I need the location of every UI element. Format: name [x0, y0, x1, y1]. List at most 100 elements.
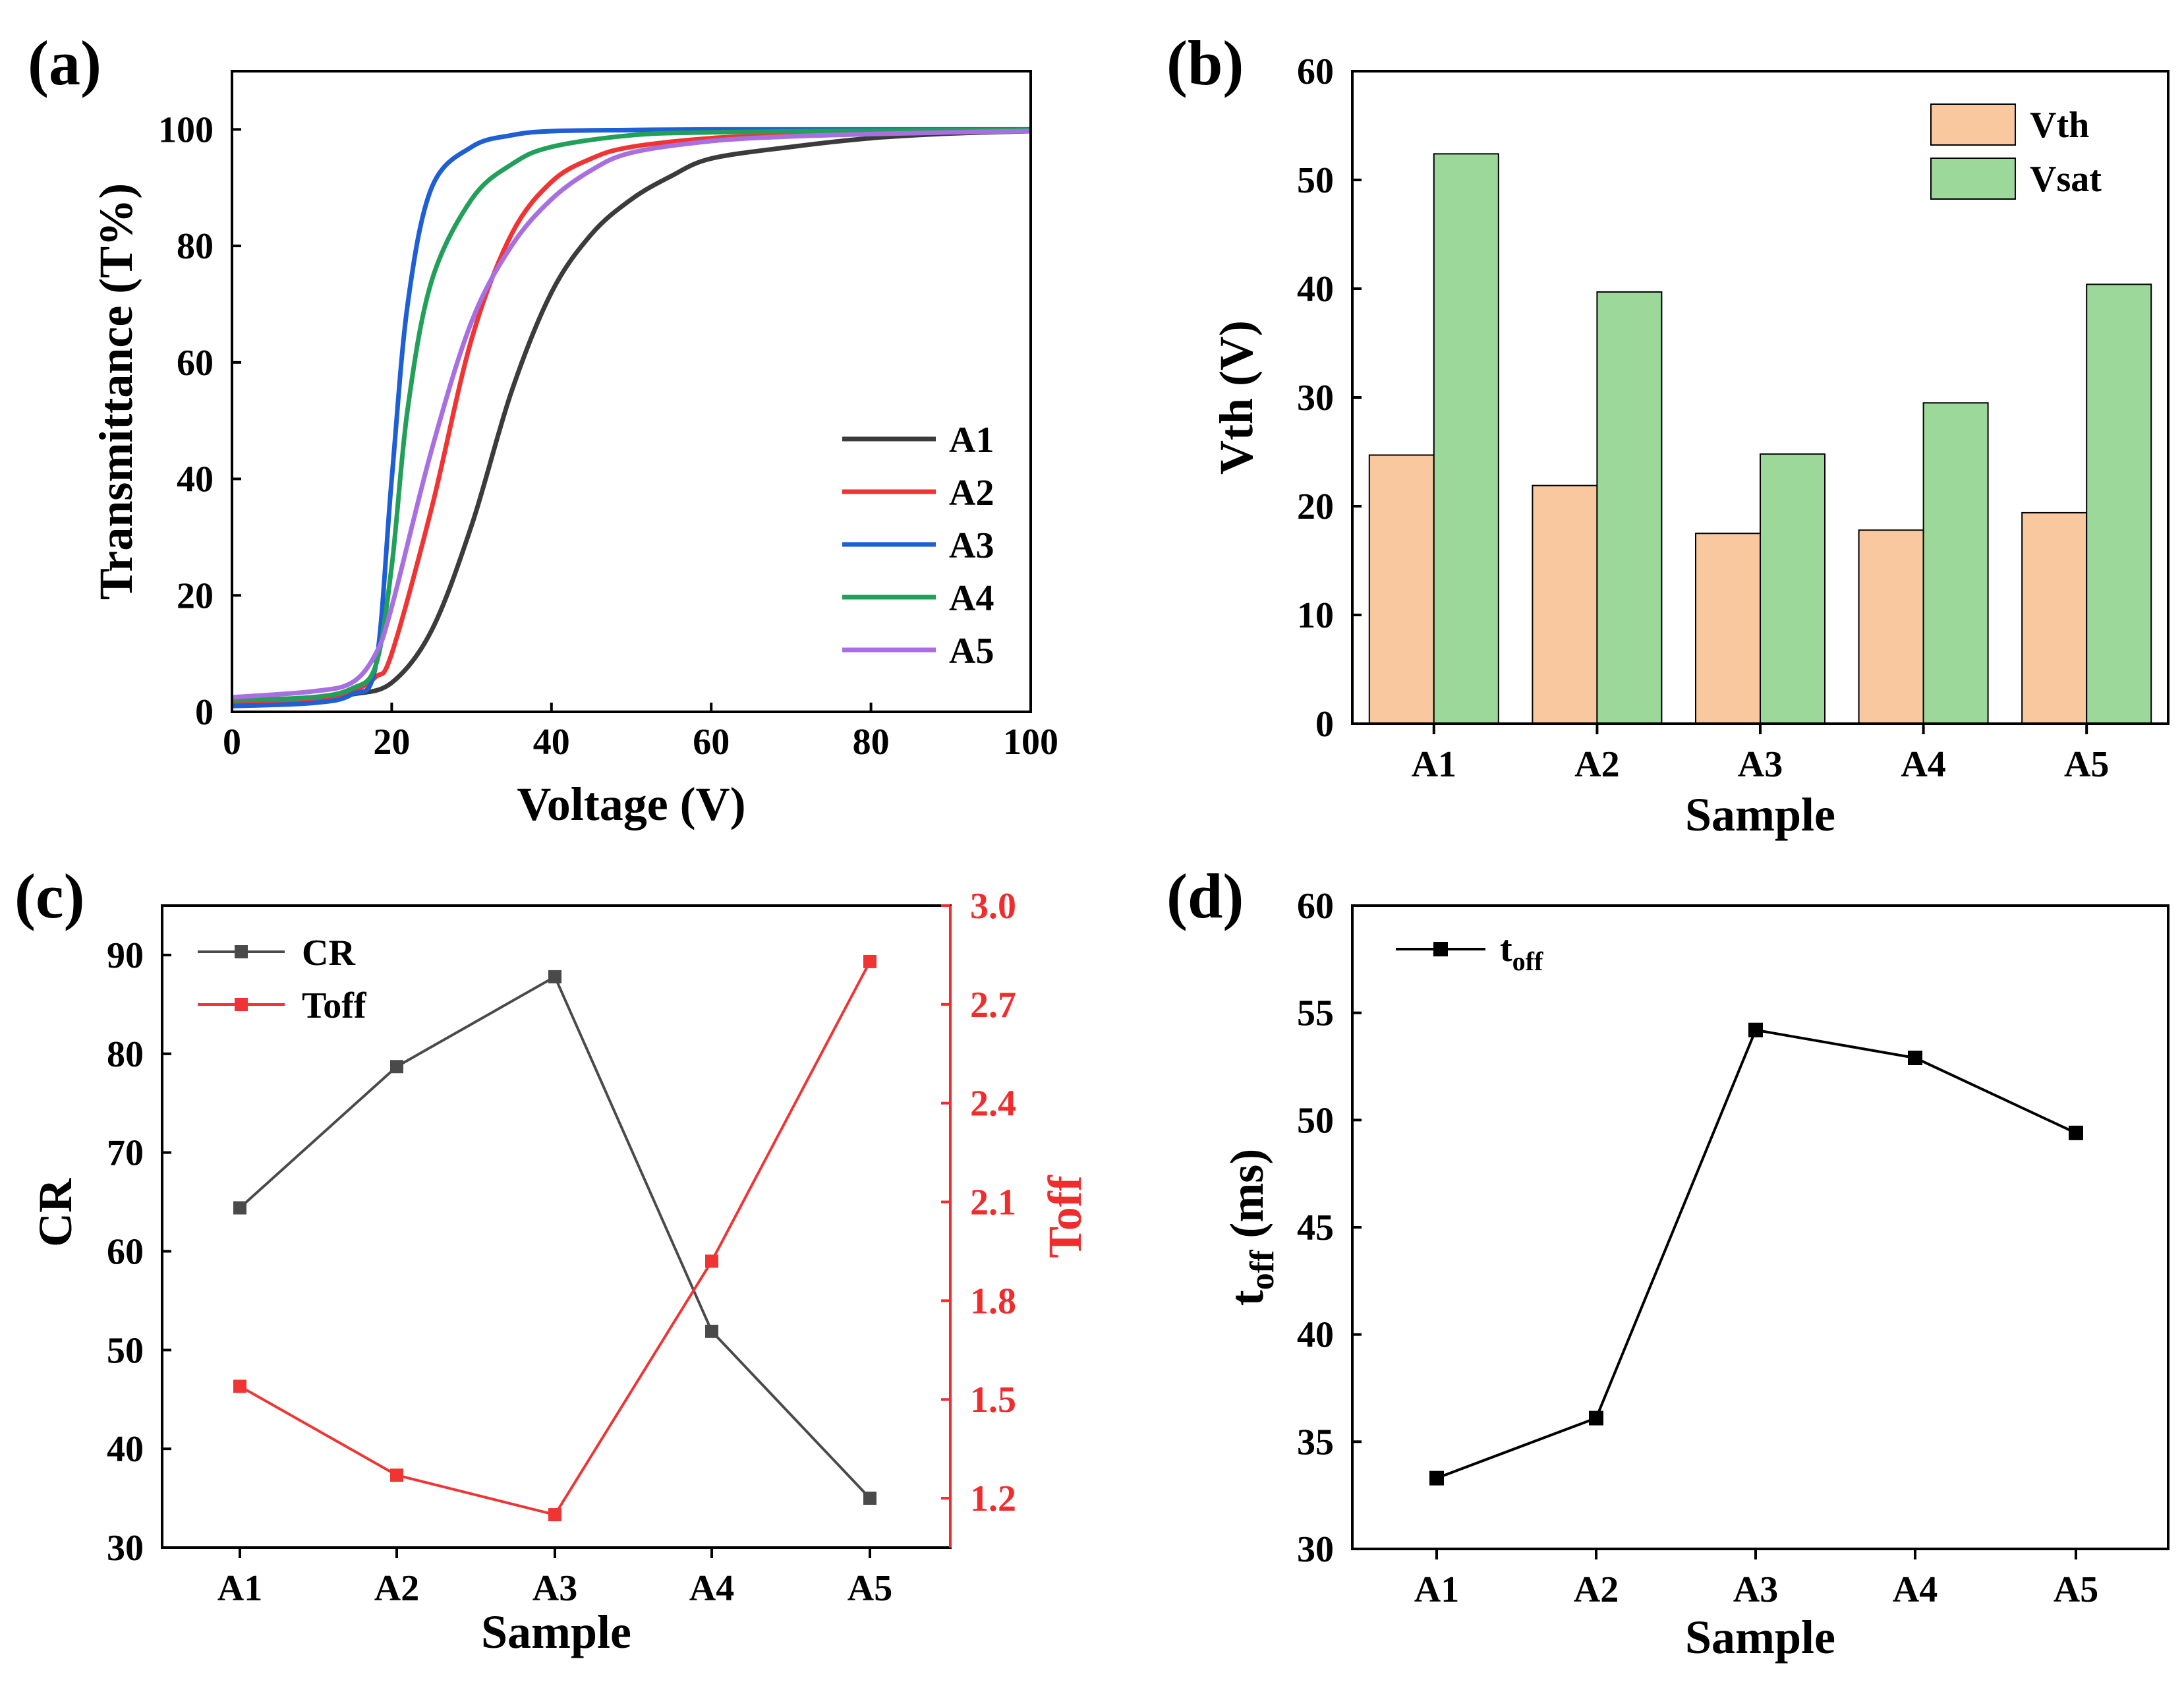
panel-c-label: (c) [14, 861, 85, 931]
panel-c-y-tick-label: 80 [107, 1034, 144, 1075]
panel-c-y2-tick-label: 3.0 [970, 886, 1016, 927]
legend-marker-Toff [235, 998, 248, 1011]
panel-a-x-tick-label: 100 [1003, 722, 1058, 763]
series-line-A4 [231, 127, 1031, 703]
panel-c-x-tick-label: A2 [374, 1568, 419, 1609]
panel-a-y-tick-label: 40 [177, 459, 214, 500]
legend-marker-CR [235, 945, 248, 958]
panel-b-x-tick-label: A1 [1412, 744, 1456, 785]
panel-c-y2-axis-label: Toff [1039, 1175, 1091, 1258]
panel-d-x-tick-label: A4 [1893, 1569, 1938, 1610]
point-toff-A5 [2069, 1125, 2083, 1140]
panel-d-x-tick-label: A2 [1574, 1569, 1619, 1610]
panel-a-y-tick-label: 100 [158, 109, 214, 150]
panel-d-x-axis-label: Sample [1685, 1611, 1835, 1664]
panel-a-frame [231, 70, 1032, 713]
panel-b-y-tick-label: 40 [1297, 269, 1334, 310]
legend-label-Vth: Vth [2030, 105, 2089, 146]
panel-c-y2-tick-label: 1.2 [970, 1478, 1016, 1519]
series-line-A3 [231, 127, 1031, 709]
bar-Vth-A3 [1695, 533, 1761, 724]
panel-c-y-tick-label: 70 [107, 1133, 144, 1174]
bar-Vsat-A1 [1433, 153, 1499, 724]
bar-Vsat-A5 [2086, 283, 2152, 724]
panel-c-y-tick-label: 50 [107, 1330, 144, 1371]
panel-c-y-tick-label: 60 [107, 1231, 144, 1272]
panel-c-x-tick-label: A3 [532, 1568, 577, 1609]
legend-label-CR: CR [302, 933, 355, 974]
panel-a-x-tick-label: 40 [533, 722, 570, 763]
panel-b-y-tick-label: 30 [1297, 378, 1334, 419]
panel-b-y-tick-label: 10 [1297, 595, 1334, 636]
panel-b-x-axis-label: Sample [1685, 788, 1835, 841]
panel-b-chart: (b) 0 10 20 30 40 50 60 A1 A2 A3 A4 A5 Vth Vsat Samp… [1166, 28, 2170, 841]
point-toff-A3 [1748, 1022, 1763, 1037]
legend-label-toff: toff [1500, 929, 1543, 976]
panel-d-x-tick-label: A1 [1414, 1569, 1459, 1610]
point-Toff-A5 [863, 954, 876, 968]
panel-a-x-tick-label: 0 [223, 722, 241, 763]
panel-c-y2-tick-label: 2.4 [970, 1084, 1016, 1124]
panel-c-y2-tick-label: 2.1 [970, 1182, 1016, 1223]
panel-d-y-tick-label: 35 [1297, 1422, 1334, 1463]
panel-c-y-tick-label: 30 [107, 1528, 144, 1569]
legend-marker-toff [1433, 942, 1448, 956]
point-Toff-A3 [548, 1508, 561, 1522]
bar-Vth-A4 [1858, 529, 1924, 724]
bar-Vsat-A3 [1760, 453, 1825, 724]
panel-a-x-tick-label: 20 [373, 722, 410, 763]
series-line-A1 [231, 129, 1031, 706]
panel-a-x-axis-label: Voltage (V) [517, 778, 745, 830]
panel-c-x-axis-label: Sample [481, 1606, 631, 1658]
legend-label-A1: A1 [949, 420, 994, 461]
panel-c-y-tick-label: 90 [107, 935, 144, 976]
panel-d-y-axis-label: toff (ms) [1221, 1149, 1281, 1306]
series-line-A5 [231, 129, 1031, 700]
point-Toff-A1 [233, 1380, 246, 1393]
panel-b-y-tick-label: 50 [1297, 160, 1334, 201]
panel-d-y-tick-label: 55 [1297, 993, 1334, 1034]
panel-c-y-axis-label: CR [29, 1178, 82, 1247]
panel-c-x-tick-label: A1 [217, 1568, 262, 1609]
point-Toff-A4 [705, 1254, 718, 1268]
panel-a-y-tick-label: 20 [177, 575, 214, 616]
point-CR-A1 [233, 1201, 246, 1215]
panel-c-x-tick-label: A4 [689, 1568, 734, 1609]
legend-label-A3: A3 [949, 525, 994, 566]
panel-b-label: (b) [1166, 28, 1244, 98]
panel-d-x-tick-label: A3 [1733, 1569, 1778, 1610]
panel-b-y-tick-label: 60 [1297, 51, 1334, 92]
panel-d-y-tick-label: 45 [1297, 1208, 1334, 1248]
panel-a-y-axis-label: Transmittance (T%) [90, 183, 142, 600]
legend-swatch-Vth [1930, 103, 2016, 146]
legend-label-Toff: Toff [302, 985, 367, 1026]
point-toff-A2 [1589, 1411, 1603, 1426]
panel-d-chart: (d) 30 35 40 45 50 55 60 A1 A2 A3 A4 A5 toff Sample… [1166, 861, 2170, 1664]
panel-a-y-tick-label: 80 [177, 226, 214, 267]
point-toff-A4 [1908, 1050, 1922, 1065]
panel-a-label: (a) [28, 28, 101, 98]
panel-a-y-tick-label: 0 [195, 692, 214, 733]
panel-b-x-tick-label: A5 [2064, 744, 2109, 785]
point-CR-A3 [548, 970, 561, 983]
panel-c-y2-tick-label: 1.8 [970, 1281, 1016, 1322]
bar-Vth-A2 [1532, 484, 1598, 725]
panel-b-x-tick-label: A4 [1901, 744, 1945, 785]
panel-d-y-tick-label: 60 [1297, 886, 1334, 927]
panel-d-x-tick-label: A5 [2054, 1569, 2098, 1610]
panel-d-y-tick-label: 50 [1297, 1100, 1334, 1141]
panel-b-x-tick-label: A3 [1738, 744, 1783, 785]
panel-a-y-tick-label: 60 [177, 343, 214, 384]
panel-c-y2-tick-label: 1.5 [970, 1380, 1016, 1420]
panel-b-y-tick-label: 0 [1315, 704, 1334, 745]
panel-b-x-tick-label: A2 [1574, 744, 1619, 785]
bar-Vsat-A2 [1596, 291, 1663, 724]
point-CR-A4 [705, 1324, 718, 1338]
point-CR-A5 [863, 1492, 876, 1505]
bar-Vth-A5 [2021, 511, 2088, 725]
bar-Vsat-A4 [1922, 402, 1989, 724]
point-CR-A2 [390, 1060, 403, 1074]
panel-c-chart: (c) 30 40 50 60 70 80 90 1.2 1.5 1.8 2.1 2.4 2.7 3.0 A… [14, 861, 1091, 1658]
panel-b-y-axis-label: Vth (V) [1210, 320, 1263, 475]
